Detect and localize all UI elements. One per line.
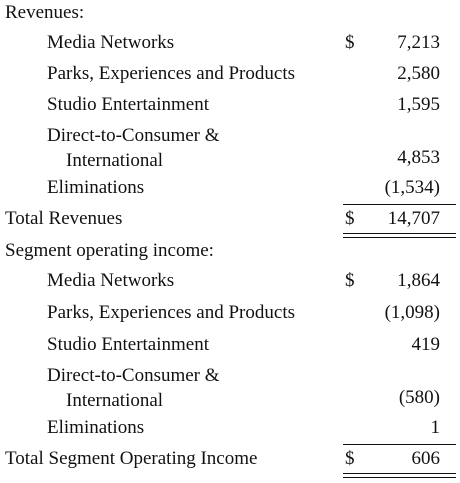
segment-row-label: Media Networks xyxy=(47,270,175,291)
segment-currency-symbol: $ xyxy=(345,270,355,291)
segment-row-label-line2: International xyxy=(66,390,164,411)
total-revenues-value: 14,707 xyxy=(387,208,440,229)
double-rule-bottom xyxy=(343,477,456,478)
revenue-row-value: 7,213 xyxy=(397,32,440,53)
segment-row-label: Eliminations xyxy=(47,417,145,438)
total-revenues-currency: $ xyxy=(345,208,355,229)
revenue-row-value: 1,595 xyxy=(397,94,440,115)
segment-row-value: (1,098) xyxy=(384,302,440,323)
double-rule-bottom xyxy=(343,237,456,238)
revenue-currency-symbol: $ xyxy=(345,32,355,53)
revenue-row-label: Media Networks xyxy=(47,32,175,53)
segment-row-label: Parks, Experiences and Products xyxy=(47,302,295,323)
revenue-row-label-line2: International xyxy=(66,150,164,171)
segment-row-label-line1: Direct-to-Consumer & xyxy=(47,365,220,386)
total-segment-income-currency: $ xyxy=(345,448,355,469)
double-rule-top xyxy=(343,473,456,474)
revenue-row-label: Studio Entertainment xyxy=(47,94,210,115)
segment-income-heading: Segment operating income: xyxy=(5,240,214,261)
revenue-row-value: (1,534) xyxy=(384,177,440,198)
total-revenues-label: Total Revenues xyxy=(5,208,123,229)
subtotal-rule xyxy=(343,204,456,205)
segment-row-value: 419 xyxy=(411,334,441,355)
revenues-heading: Revenues: xyxy=(5,2,85,23)
total-segment-income-value: 606 xyxy=(411,448,441,469)
revenue-row-label: Eliminations xyxy=(47,177,145,198)
segment-row-label: Studio Entertainment xyxy=(47,334,210,355)
revenue-row-label: Parks, Experiences and Products xyxy=(47,63,295,84)
revenue-row-label-line1: Direct-to-Consumer & xyxy=(47,125,220,146)
double-rule-top xyxy=(343,233,456,234)
segment-row-value: (580) xyxy=(398,387,440,408)
revenue-row-value: 4,853 xyxy=(397,147,440,168)
segment-row-value: 1 xyxy=(430,417,441,438)
revenue-row-value: 2,580 xyxy=(397,63,440,84)
total-segment-income-label: Total Segment Operating Income xyxy=(5,448,258,469)
subtotal-rule xyxy=(343,444,456,445)
segment-row-value: 1,864 xyxy=(397,270,440,291)
